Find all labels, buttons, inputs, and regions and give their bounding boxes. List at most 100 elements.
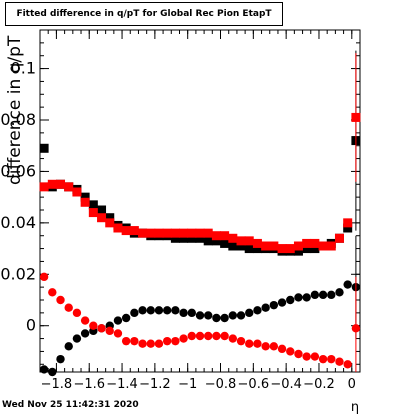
circle-marker [204, 311, 213, 320]
circle-marker [286, 347, 295, 356]
circle-marker [171, 306, 180, 315]
circle-marker [187, 308, 196, 318]
y-tick-label: 0.06 [0, 161, 36, 180]
circle-marker [72, 308, 82, 318]
circle-marker [130, 336, 139, 346]
x-tick-label: −0.8 [205, 377, 237, 392]
circle-marker [253, 306, 262, 315]
circle-marker [228, 311, 238, 320]
square-marker [318, 241, 328, 251]
circle-marker [64, 342, 73, 351]
circle-marker [64, 303, 73, 312]
square-marker [39, 143, 49, 153]
x-tick-label: −0.6 [238, 377, 270, 392]
square-marker [302, 244, 312, 254]
square-marker [293, 246, 303, 256]
x-tick-label: −1 [178, 377, 197, 392]
y-tick-label: 0.1 [11, 59, 36, 78]
square-marker [220, 231, 230, 241]
square-marker [97, 205, 107, 215]
circle-marker [138, 339, 147, 348]
axis-labels: difference in q/pT η [5, 35, 359, 414]
circle-marker [286, 295, 295, 305]
square-marker [170, 233, 180, 243]
y-tick-label: 0.02 [0, 264, 36, 283]
circle-marker [154, 339, 164, 348]
timestamp: Wed Nov 25 11:42:31 2020 [2, 400, 139, 410]
circle-marker [302, 293, 311, 302]
circle-marker [171, 336, 180, 346]
circle-marker [187, 331, 196, 341]
square-marker [203, 236, 213, 246]
square-marker [64, 182, 74, 192]
circle-marker [294, 349, 303, 359]
circle-marker [236, 311, 246, 320]
square-marker [334, 233, 344, 243]
square-marker [146, 228, 156, 238]
square-marker [203, 228, 213, 238]
square-marker [121, 226, 131, 236]
circle-marker [56, 295, 65, 305]
circle-marker [113, 329, 123, 338]
circle-marker [113, 316, 123, 325]
circle-marker [335, 288, 344, 297]
y-tick-label: 0.08 [0, 110, 36, 129]
circle-marker [253, 339, 262, 348]
circle-marker [179, 308, 188, 318]
square-marker [261, 241, 271, 251]
circle-marker [121, 313, 131, 323]
circle-marker [195, 311, 205, 320]
circle-marker [277, 344, 287, 354]
square-marker [310, 244, 320, 254]
circle-marker [269, 300, 279, 310]
square-marker [39, 182, 49, 192]
square-marker [211, 231, 221, 241]
circle-marker [351, 324, 361, 333]
circle-marker [56, 354, 65, 364]
circle-marker [195, 331, 205, 341]
square-marker [285, 244, 295, 254]
square-marker [105, 218, 115, 228]
square-marker [80, 197, 90, 207]
circle-marker [179, 334, 188, 343]
circle-marker [327, 354, 336, 364]
x-axis-title: η [351, 400, 359, 414]
square-marker [129, 226, 139, 236]
circle-marker [220, 313, 229, 323]
square-marker [179, 228, 189, 238]
plot-frame [39, 29, 361, 373]
square-marker [343, 223, 353, 233]
circle-marker [204, 331, 213, 341]
circle-marker [39, 365, 49, 374]
circle-marker [154, 306, 164, 315]
square-marker [228, 233, 238, 243]
square-marker [228, 241, 238, 251]
circle-marker [245, 339, 254, 348]
square-marker [97, 213, 107, 223]
square-marker [244, 244, 254, 254]
square-marker [343, 218, 353, 228]
square-marker [195, 233, 205, 243]
square-marker [47, 179, 57, 189]
square-marker [105, 213, 115, 223]
circle-marker [72, 334, 82, 343]
data-marks [39, 50, 361, 377]
circle-marker [39, 272, 49, 282]
chart-title-box: Fitted difference in q/pT for Global Rec… [5, 2, 283, 26]
circle-marker [343, 360, 352, 369]
circle-marker [121, 336, 131, 346]
square-marker [56, 179, 66, 189]
circle-marker [97, 324, 106, 333]
circle-marker [245, 308, 254, 318]
circle-marker [236, 336, 246, 346]
square-marker [326, 241, 336, 251]
square-marker [277, 244, 287, 254]
square-marker [351, 112, 361, 122]
circle-marker [318, 354, 328, 364]
circle-marker [327, 290, 336, 300]
square-marker [293, 241, 303, 251]
circle-marker [310, 352, 320, 361]
y-axis-title: difference in q/pT [5, 35, 25, 185]
circle-marker [302, 352, 311, 361]
